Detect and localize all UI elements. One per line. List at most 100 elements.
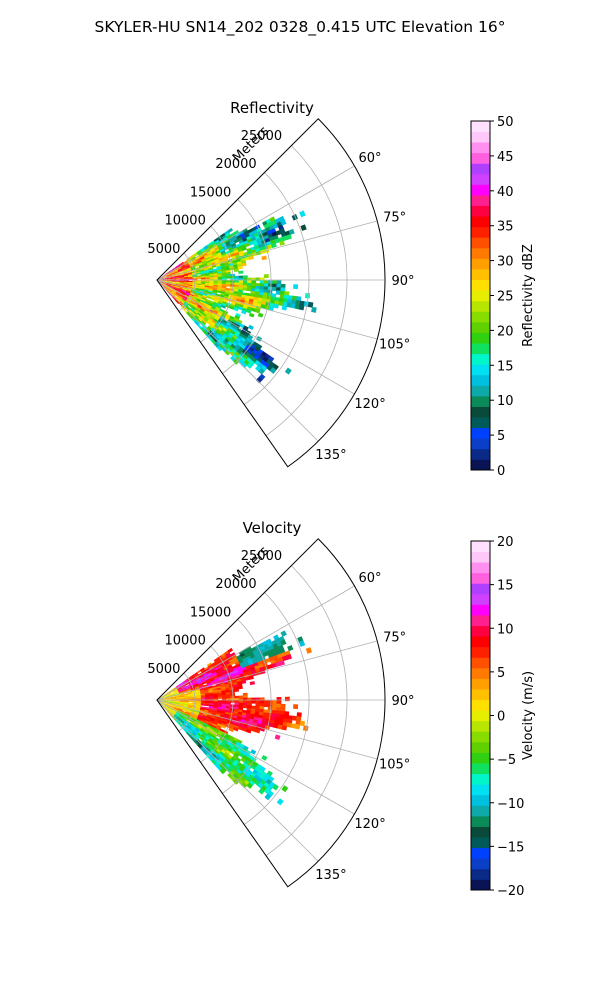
colorbar-tick-label: −20 [497, 884, 524, 899]
colorbar-swatch [471, 258, 490, 270]
colorbar-swatch [471, 353, 490, 365]
range-tick-label: 25000 [241, 549, 282, 564]
colorbar-swatch [471, 226, 490, 238]
colorbar-swatch [471, 237, 490, 249]
colorbar-tick-label: 5 [497, 666, 505, 681]
panel-reflectivity: 5000 10000 15000 20000 25000 60° 75° 90° 105° 120… [147, 99, 536, 479]
colorbar-swatch [471, 689, 490, 701]
colorbar-swatch [471, 763, 490, 775]
echo-field [158, 210, 317, 384]
colorbar-swatch [471, 374, 490, 386]
colorbar-swatch [471, 752, 490, 764]
colorbar-tick-label: 0 [497, 464, 505, 479]
colorbar-swatch [471, 562, 490, 574]
colorbar-tick-label: 20 [497, 535, 514, 550]
colorbar-swatch [471, 406, 490, 418]
colorbar-swatch [471, 710, 490, 722]
colorbar-tick-label: 45 [497, 150, 514, 165]
azimuth-tick-label: 60° [359, 571, 382, 586]
range-ring-15000 [222, 199, 272, 374]
azimuth-gridline-135 [156, 279, 319, 442]
colorbar-tick-label: 30 [497, 255, 514, 270]
azimuth-tick-label: 105° [379, 758, 410, 773]
colorbar-swatch [471, 805, 490, 817]
colorbar-tick-label: 40 [497, 185, 514, 200]
colorbar-swatch [471, 459, 490, 471]
colorbar-swatch [471, 163, 490, 175]
colorbar-swatch [471, 794, 490, 806]
range-tick-label: 25000 [241, 129, 282, 144]
range-ring-25000 [265, 565, 348, 856]
range-tick-label: 15000 [190, 605, 231, 620]
range-ring-20000 [243, 172, 310, 405]
colorbar-tick-label: 35 [497, 220, 514, 235]
range-ring-20000 [243, 592, 310, 825]
azimuth-gridline-60 [156, 165, 355, 281]
colorbar-swatch [471, 551, 490, 563]
sector-outline [156, 538, 386, 888]
colorbar-swatch [471, 826, 490, 838]
colorbar-tick-label: 15 [497, 579, 514, 594]
azimuth-gridline-105 [156, 279, 378, 340]
colorbar-swatch [471, 142, 490, 154]
colorbar-tick-label: 15 [497, 359, 514, 374]
azimuth-tick-label: 105° [379, 338, 410, 353]
colorbar-tick-label: 5 [497, 429, 505, 444]
colorbar-swatch [471, 667, 490, 679]
colorbar-swatch [471, 216, 490, 228]
range-tick-label: 10000 [164, 214, 205, 229]
azimuth-gridline-75 [156, 640, 378, 701]
colorbar-swatch [471, 615, 490, 627]
range-ring-10000 [200, 645, 234, 763]
azimuth-gridline-60 [156, 585, 355, 701]
azimuth-tick-label: 135° [315, 868, 346, 883]
range-tick-label: 5000 [147, 242, 180, 257]
range-ring-5000 [178, 252, 196, 312]
colorbar-swatch [471, 427, 490, 439]
colorbar-swatch [471, 121, 490, 132]
colorbar-swatch [471, 395, 490, 407]
colorbar-swatch [471, 269, 490, 281]
colorbar-swatch [471, 625, 490, 637]
colorbar-swatch [471, 678, 490, 690]
colorbar-swatch [471, 699, 490, 711]
colorbar-tick-label: 25 [497, 290, 514, 305]
colorbar-swatch [471, 343, 490, 355]
range-ring-5000 [178, 672, 196, 732]
range-ring-25000 [265, 145, 348, 436]
colorbar-swatch [471, 720, 490, 732]
colorbar-swatch [471, 858, 490, 870]
colorbar-swatch [471, 184, 490, 196]
colorbar-tick-label: 50 [497, 115, 514, 130]
azimuth-gridline-135 [156, 699, 319, 862]
colorbar-swatch [471, 332, 490, 344]
colorbar-swatch [471, 636, 490, 648]
colorbar-swatch [471, 784, 490, 796]
sector-outline [156, 118, 386, 468]
colorbar-swatch [471, 657, 490, 669]
colorbar-tick-label: 0 [497, 710, 505, 725]
colorbar-label: Velocity (m/s) [521, 671, 536, 760]
colorbar-swatch [471, 321, 490, 333]
colorbar-swatch [471, 837, 490, 849]
azimuth-gridline-120 [156, 279, 355, 395]
colorbar-swatch [471, 438, 490, 450]
colorbar-swatch [471, 773, 490, 785]
colorbar-tick-label: −5 [497, 753, 516, 768]
panel-title: Reflectivity [230, 99, 314, 117]
colorbar-swatch [471, 583, 490, 595]
colorbar-swatch [471, 311, 490, 323]
colorbar-swatch [471, 572, 490, 584]
colorbar-tick-label: 20 [497, 324, 514, 339]
colorbar-swatch [471, 847, 490, 859]
colorbar-swatch [471, 868, 490, 880]
azimuth-tick-label: 120° [354, 397, 385, 412]
azimuth-tick-label: 90° [391, 274, 414, 289]
panel-title: Velocity [243, 519, 302, 537]
colorbar-swatch [471, 131, 490, 143]
colorbar-swatch [471, 593, 490, 605]
colorbar-tick-label: 10 [497, 622, 514, 637]
range-tick-label: 5000 [147, 662, 180, 677]
colorbar-swatch [471, 205, 490, 217]
